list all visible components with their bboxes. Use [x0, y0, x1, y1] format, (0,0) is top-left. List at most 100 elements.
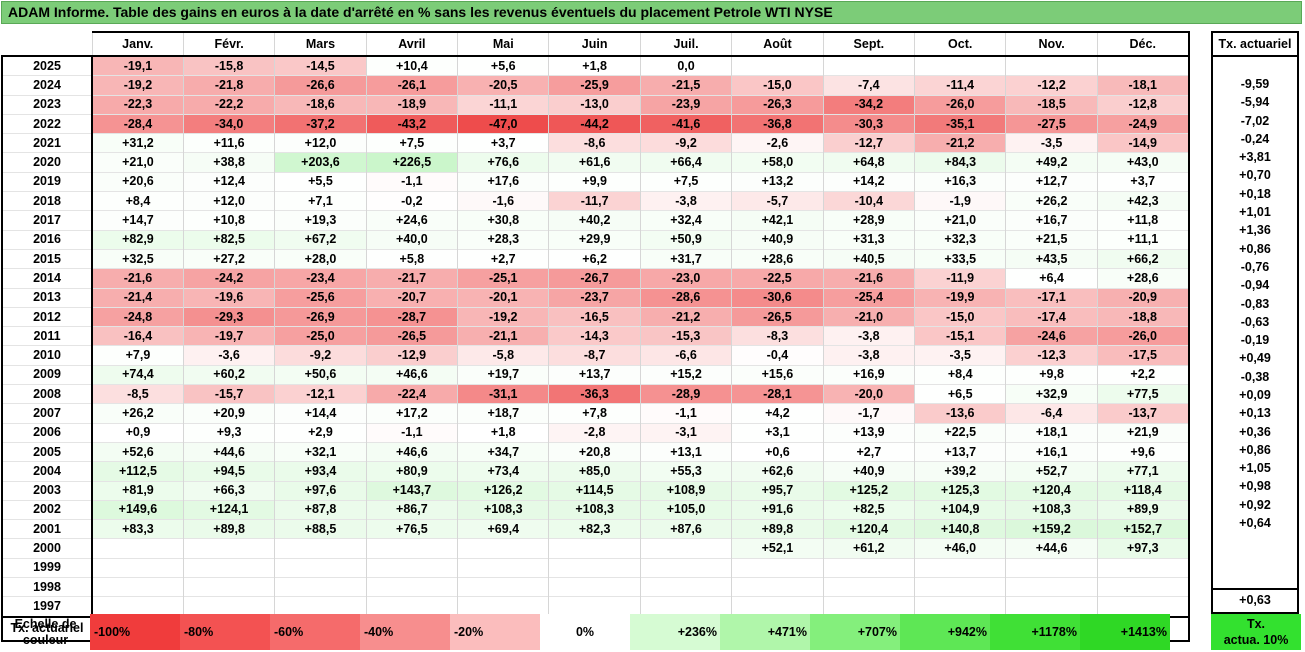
gain-cell [274, 596, 367, 617]
gain-cell [91, 596, 184, 617]
gain-cell: +77,1 [1096, 461, 1190, 482]
gain-cell: +203,6 [274, 152, 367, 173]
rate-row: +0,18 [1211, 185, 1299, 204]
gain-cell: +76,5 [365, 519, 458, 539]
gain-cell: -25,6 [274, 287, 367, 308]
gain-cell: +108,3 [1005, 499, 1098, 520]
gain-cell: -21,1 [457, 326, 549, 346]
rate-row: +1,36 [1211, 221, 1299, 240]
gain-cell: +10,8 [182, 210, 275, 231]
gain-cell: -26,7 [548, 268, 641, 289]
gain-cell: +64,8 [822, 152, 915, 173]
month-header: Avril [365, 31, 458, 57]
year-label: 2004 [1, 461, 93, 482]
gain-cell: +87,8 [274, 499, 367, 520]
gain-cell: -23,0 [639, 268, 732, 289]
gain-cell [914, 577, 1006, 597]
gain-cell: +21,5 [1005, 229, 1098, 250]
scale-swatch: +1178% [990, 614, 1080, 650]
gain-cell: +86,7 [365, 499, 458, 520]
gain-cell [914, 557, 1006, 578]
gain-cell: +1,8 [457, 422, 549, 443]
year-row: 2013 -21,4 -19,6 -25,6 -20,7 -20,1 -23,7 -28,6-… [1, 287, 1190, 308]
gain-cell: -16,5 [548, 306, 641, 327]
gain-cell: +125,3 [914, 480, 1006, 501]
gain-cell: -25,9 [548, 75, 641, 96]
month-header: Mars [274, 31, 367, 57]
gain-cell: -13,0 [548, 94, 641, 115]
gain-cell: +46,6 [365, 441, 458, 462]
gain-cell: +24,6 [365, 210, 458, 231]
gain-cell: -26,3 [731, 94, 824, 115]
year-row: 2006 +0,9 +9,3 +2,9 -1,1 +1,8 -2,8 -3,1 +3,1 +13,… [1, 422, 1190, 443]
gain-cell: -20,1 [457, 287, 549, 308]
gain-cell: +83,3 [91, 519, 184, 539]
gain-cell: +108,3 [548, 499, 641, 520]
gain-cell: +16,9 [822, 364, 915, 385]
gain-cell: +108,3 [457, 499, 549, 520]
gain-cell [457, 577, 549, 597]
gain-cell: -21,4 [91, 287, 184, 308]
year-row: 2019 +20,6 +12,4 +5,5 -1,1 +17,6 +9,9 +7,5 +13,2… [1, 171, 1190, 192]
gain-cell: +5,6 [457, 55, 549, 76]
gain-cell [639, 596, 732, 617]
gain-cell: +13,1 [639, 441, 732, 462]
year-row: 2024 -19,2 -21,8 -26,6 -26,1 -20,5 -25,9 -21,5-… [1, 75, 1190, 96]
gain-cell [1005, 596, 1098, 617]
rate-legend-line1: Tx. [1246, 617, 1266, 631]
gain-cell: +66,4 [639, 152, 732, 173]
gain-cell: -28,1 [731, 384, 824, 404]
gain-cell: +31,7 [639, 248, 732, 269]
gain-cell: +43,5 [1005, 248, 1098, 269]
rate-cell [1211, 551, 1299, 570]
gain-cell [91, 577, 184, 597]
scale-swatch: -80% [180, 614, 270, 650]
gain-cell: +14,7 [91, 210, 184, 231]
gain-cell: +61,2 [822, 538, 915, 559]
gain-cell: -23,7 [548, 287, 641, 308]
gain-cell: +14,4 [274, 403, 367, 424]
gain-cell: -12,9 [365, 345, 458, 366]
gain-cell: +13,2 [731, 171, 824, 192]
rate-row: +0,64 [1211, 514, 1299, 533]
rate-row: -9,59 [1211, 75, 1299, 94]
gain-cell: -22,5 [731, 268, 824, 289]
scale-label-line2: couleur [22, 633, 69, 647]
gain-cell: -25,1 [457, 268, 549, 289]
gain-cell: +125,2 [822, 480, 915, 501]
gain-cell: +28,3 [457, 229, 549, 250]
rate-row: -0,83 [1211, 294, 1299, 314]
year-row: 2023 -22,3 -22,2 -18,6 -18,9 -11,1 -13,0 -23,9-… [1, 94, 1190, 115]
gain-cell: +104,9 [914, 499, 1006, 520]
gain-cell: +43,0 [1096, 152, 1190, 173]
gain-cell [548, 577, 641, 597]
gain-cell: -8,7 [548, 345, 641, 366]
gain-cell: -22,3 [91, 94, 184, 115]
gain-cell [1005, 557, 1098, 578]
gain-cell: +82,3 [548, 519, 641, 539]
year-label: 2018 [1, 191, 93, 211]
gain-cell: +149,6 [91, 499, 184, 520]
gain-cell: +40,5 [822, 248, 915, 269]
rate-row: +0,49 [1211, 349, 1299, 369]
rate-row [1211, 551, 1299, 570]
gain-cell: -12,1 [274, 384, 367, 404]
gain-cell: +40,9 [822, 461, 915, 482]
gain-cell: -37,2 [274, 113, 367, 134]
gain-cell: +28,6 [1096, 268, 1190, 289]
rate-row [1211, 56, 1299, 76]
gain-cell: -15,3 [639, 326, 732, 346]
gain-cell: -17,4 [1005, 306, 1098, 327]
gain-cell [365, 577, 458, 597]
gain-cell [365, 538, 458, 559]
gain-cell: -16,4 [91, 326, 184, 346]
gain-cell: -18,5 [1005, 94, 1098, 115]
gain-cell: -17,5 [1096, 345, 1190, 366]
year-label: 2007 [1, 403, 93, 424]
gain-cell: +108,9 [639, 480, 732, 501]
gain-cell: +118,4 [1096, 480, 1190, 501]
gain-cell [365, 557, 458, 578]
year-row: 2018 +8,4 +12,0 +7,1 -0,2 -1,6 -11,7 -3,8 -5,7 -1… [1, 191, 1190, 211]
year-label: 2020 [1, 152, 93, 173]
gain-cell: -1,7 [822, 403, 915, 424]
